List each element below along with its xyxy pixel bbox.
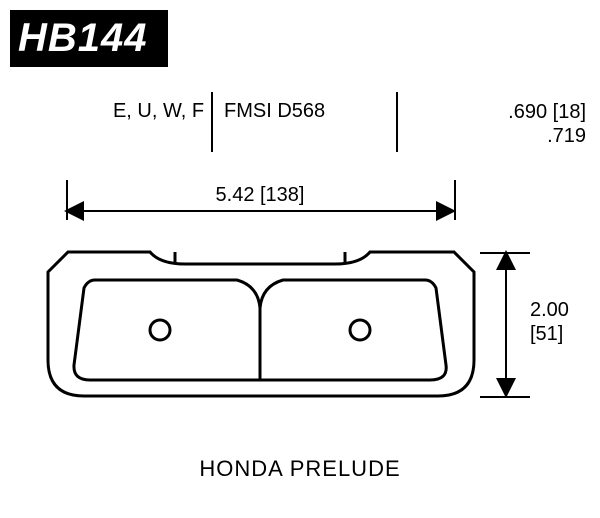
model-label: HONDA PRELUDE: [0, 456, 600, 482]
thickness-2: .719: [406, 124, 586, 148]
brake-pad-outline: [30, 240, 500, 410]
arrow-up-icon: [496, 250, 516, 270]
compounds-text: E, U, W, F: [106, 100, 211, 123]
thickness-text: .690 [18] .719: [406, 100, 586, 148]
height-mm: [51]: [530, 322, 569, 346]
arrow-down-icon: [496, 378, 516, 398]
dim-line: [66, 210, 454, 212]
part-number-badge: HB144: [10, 10, 168, 67]
spec-row: E, U, W, F FMSI D568 .690 [18] .719: [0, 92, 600, 156]
brake-pad-diagram: HB144 E, U, W, F FMSI D568 .690 [18] .71…: [0, 0, 600, 518]
thickness-1: .690 [18]: [406, 100, 586, 124]
divider: [396, 92, 398, 152]
height-in: 2.00: [530, 298, 569, 322]
height-label: 2.00 [51]: [530, 298, 569, 346]
height-dimension: [496, 252, 518, 396]
fmsi-text: FMSI D568: [224, 100, 325, 123]
arrow-right-icon: [436, 201, 456, 221]
width-label: 5.42 [138]: [200, 184, 320, 207]
divider: [211, 92, 213, 152]
dim-line: [505, 252, 507, 396]
arrow-left-icon: [64, 201, 84, 221]
